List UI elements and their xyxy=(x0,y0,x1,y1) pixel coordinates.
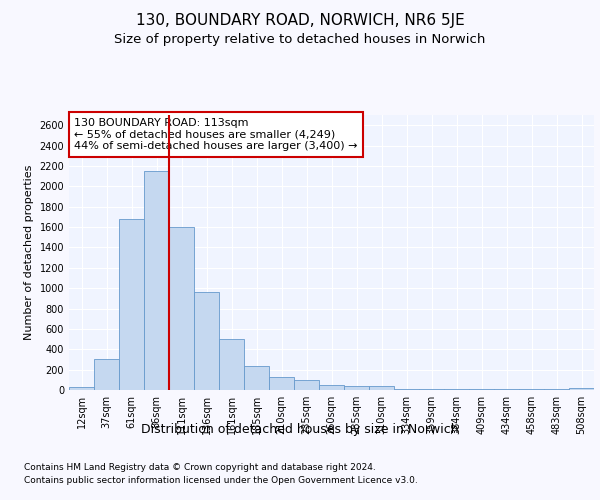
Bar xyxy=(569,388,594,390)
Bar xyxy=(244,366,269,390)
Bar xyxy=(344,386,369,390)
Y-axis label: Number of detached properties: Number of detached properties xyxy=(24,165,34,340)
Bar xyxy=(119,219,144,390)
Text: Size of property relative to detached houses in Norwich: Size of property relative to detached ho… xyxy=(115,32,485,46)
Text: 130 BOUNDARY ROAD: 113sqm
← 55% of detached houses are smaller (4,249)
44% of se: 130 BOUNDARY ROAD: 113sqm ← 55% of detac… xyxy=(74,118,358,151)
Text: 130, BOUNDARY ROAD, NORWICH, NR6 5JE: 130, BOUNDARY ROAD, NORWICH, NR6 5JE xyxy=(136,12,464,28)
Text: Contains HM Land Registry data © Crown copyright and database right 2024.: Contains HM Land Registry data © Crown c… xyxy=(24,462,376,471)
Bar xyxy=(319,385,344,390)
Bar xyxy=(269,378,294,390)
Bar xyxy=(169,227,194,390)
Text: Contains public sector information licensed under the Open Government Licence v3: Contains public sector information licen… xyxy=(24,476,418,485)
Bar xyxy=(219,338,244,390)
Bar xyxy=(94,360,119,390)
Bar xyxy=(294,380,319,390)
Bar xyxy=(369,386,394,390)
Bar xyxy=(144,171,169,390)
Bar xyxy=(194,292,219,390)
Text: Distribution of detached houses by size in Norwich: Distribution of detached houses by size … xyxy=(141,422,459,436)
Bar xyxy=(69,388,94,390)
